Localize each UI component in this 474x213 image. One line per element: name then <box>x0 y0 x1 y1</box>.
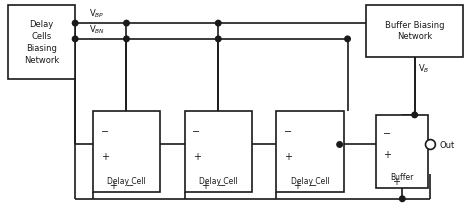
Text: −: − <box>218 181 226 191</box>
Text: Delay Cell: Delay Cell <box>199 177 237 186</box>
Text: V$_B$: V$_B$ <box>418 63 429 75</box>
Bar <box>366 5 463 57</box>
Text: +: + <box>292 181 301 191</box>
Text: −: − <box>383 129 391 139</box>
Text: −: − <box>192 127 201 137</box>
Text: Out: Out <box>439 141 455 150</box>
Text: Buffer Biasing
Network: Buffer Biasing Network <box>385 21 445 41</box>
Circle shape <box>124 36 129 42</box>
Bar <box>185 111 252 192</box>
Text: −: − <box>284 127 292 137</box>
Text: Delay
Cells
Biasing
Network: Delay Cells Biasing Network <box>24 20 59 65</box>
Bar <box>8 5 75 79</box>
Text: +: + <box>201 181 209 191</box>
Text: −: − <box>100 127 109 137</box>
Circle shape <box>345 36 350 42</box>
Text: Delay Cell: Delay Cell <box>291 177 329 186</box>
Text: +: + <box>284 152 292 162</box>
Circle shape <box>216 36 221 42</box>
Text: +: + <box>192 152 201 162</box>
Circle shape <box>124 20 129 26</box>
Text: −: − <box>126 181 134 191</box>
Circle shape <box>216 20 221 26</box>
Circle shape <box>400 196 405 201</box>
Bar <box>376 115 428 188</box>
Text: +: + <box>383 150 391 160</box>
Text: −: − <box>310 181 318 191</box>
Circle shape <box>412 112 418 118</box>
Text: +: + <box>109 181 117 191</box>
Text: +: + <box>392 177 400 187</box>
Text: +: + <box>101 152 109 162</box>
Circle shape <box>73 20 78 26</box>
Text: V$_{BP}$: V$_{BP}$ <box>89 8 104 20</box>
Circle shape <box>426 140 436 150</box>
Text: Delay Cell: Delay Cell <box>107 177 146 186</box>
Circle shape <box>337 142 342 147</box>
Text: V$_{BN}$: V$_{BN}$ <box>89 23 105 36</box>
Circle shape <box>73 36 78 42</box>
Text: Buffer: Buffer <box>391 173 414 181</box>
Bar <box>276 111 344 192</box>
Bar <box>93 111 160 192</box>
